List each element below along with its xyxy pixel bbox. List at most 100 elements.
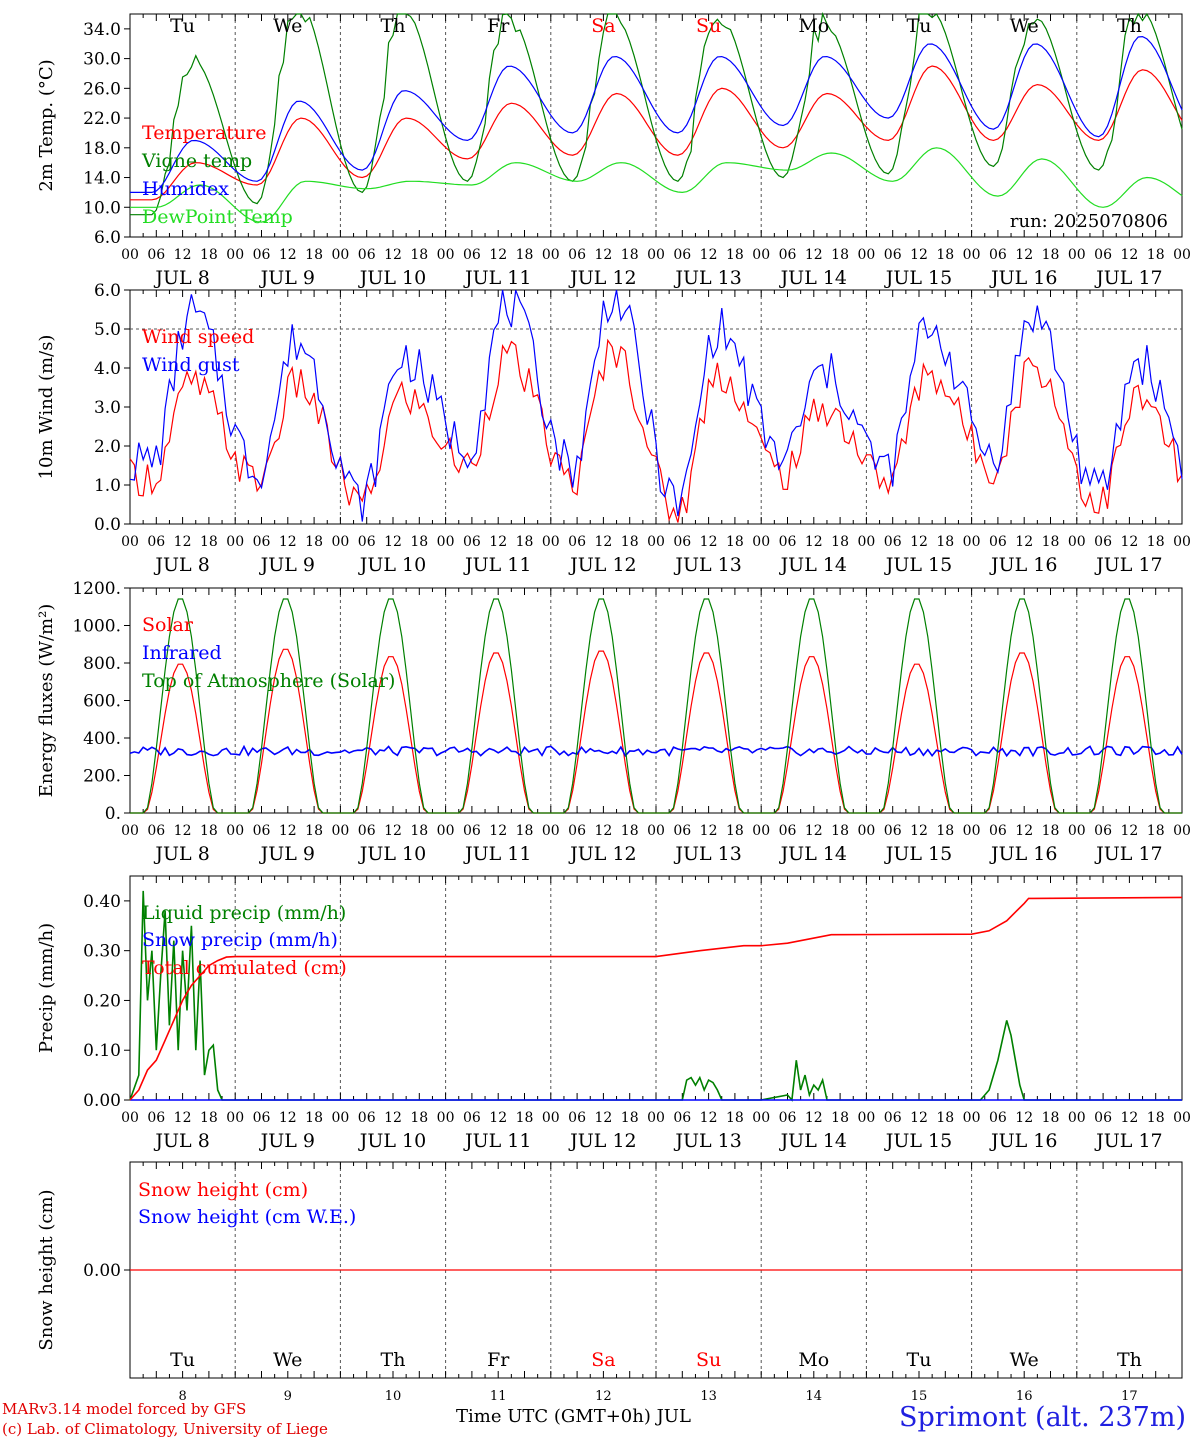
date-label: JUL 14 xyxy=(779,843,847,865)
hour-tick-label: 18 xyxy=(621,534,639,550)
panel-4: 0.00 0.10 0.20 0.30 0.40 Precip (mm/h) Liquid … xyxy=(36,875,1191,1152)
y-tick-label: 0.40 xyxy=(83,892,121,912)
y-tick-label: 6.0 xyxy=(94,228,121,248)
hour-tick-label: 00 xyxy=(1173,247,1191,263)
hour-tick-label: 12 xyxy=(1015,534,1033,550)
y-tick-label: 0. xyxy=(105,804,121,824)
legend-entry: Wind gust xyxy=(142,354,240,376)
hour-tick-label: 06 xyxy=(673,823,691,839)
hour-tick-label: 18 xyxy=(1147,247,1165,263)
date-label: JUL 17 xyxy=(1094,1130,1162,1152)
y-tick-label: 22.0 xyxy=(83,109,121,129)
hour-tick-label: 00 xyxy=(857,823,875,839)
day-number-label: 10 xyxy=(385,1389,402,1404)
hour-tick-label: 12 xyxy=(700,1110,718,1126)
hour-tick-label: 18 xyxy=(726,1110,744,1126)
hour-tick-label: 12 xyxy=(174,823,192,839)
weekday-label: Mo xyxy=(798,1349,829,1371)
day-number-label: 8 xyxy=(178,1389,186,1404)
weekday-label: Tu xyxy=(907,15,932,37)
hour-tick-label: 06 xyxy=(147,1110,165,1126)
date-label: JUL 15 xyxy=(884,554,952,576)
date-label: JUL 13 xyxy=(673,554,741,576)
hour-tick-label: 12 xyxy=(489,823,507,839)
day-number-label: 17 xyxy=(1121,1389,1138,1404)
hour-tick-label: 12 xyxy=(910,247,928,263)
date-label: JUL 17 xyxy=(1094,267,1162,289)
hour-tick-label: 18 xyxy=(516,1110,534,1126)
hour-tick-label: 18 xyxy=(305,534,323,550)
weekday-label: Tu xyxy=(907,1349,932,1371)
model-credit: MARv3.14 model forced by GFS xyxy=(2,1400,247,1418)
hour-tick-label: 12 xyxy=(700,534,718,550)
day-number-label: 13 xyxy=(700,1389,717,1404)
date-label: JUL 17 xyxy=(1094,554,1162,576)
date-label: JUL 12 xyxy=(568,267,636,289)
weekday-label: Th xyxy=(381,15,406,37)
weekday-label: Tu xyxy=(170,1349,195,1371)
date-label: JUL 8 xyxy=(153,267,209,289)
hour-tick-label: 12 xyxy=(1015,823,1033,839)
weekday-label: Su xyxy=(696,15,721,37)
hour-tick-label: 00 xyxy=(1068,823,1086,839)
hour-tick-label: 12 xyxy=(805,1110,823,1126)
hour-tick-label: 18 xyxy=(936,247,954,263)
hour-tick-label: 12 xyxy=(489,534,507,550)
hour-tick-label: 18 xyxy=(410,534,428,550)
hour-tick-label: 12 xyxy=(805,247,823,263)
weekday-label: We xyxy=(273,15,302,37)
y-tick-label: 30.0 xyxy=(83,50,121,70)
weekday-label: We xyxy=(273,1349,302,1371)
y-tick-label: 10.0 xyxy=(83,198,121,218)
hour-tick-label: 00 xyxy=(857,1110,875,1126)
hour-tick-label: 06 xyxy=(358,534,376,550)
legend-entry: DewPoint Temp xyxy=(142,206,293,228)
legend-entry: Liquid precip (mm/h) xyxy=(142,902,346,924)
hour-tick-label: 06 xyxy=(673,534,691,550)
legend-entry: Snow height (cm) xyxy=(138,1179,308,1201)
hour-tick-label: 06 xyxy=(1094,534,1112,550)
date-label: JUL 8 xyxy=(153,1130,209,1152)
hour-tick-label: 06 xyxy=(463,823,481,839)
hour-tick-label: 06 xyxy=(253,1110,271,1126)
series-line-top-of-atmosphere-solar xyxy=(130,598,1182,814)
y-tick-label: 26.0 xyxy=(83,79,121,99)
hour-tick-label: 00 xyxy=(437,1110,455,1126)
panel-3: 0. 200. 400. 600. 800. 1000. 1200. Energy fluxe… xyxy=(36,579,1191,865)
hour-tick-label: 06 xyxy=(463,534,481,550)
date-label: JUL 10 xyxy=(358,554,426,576)
hour-tick-label: 12 xyxy=(805,534,823,550)
y-tick-label: 0.10 xyxy=(83,1041,121,1061)
weekday-label: Th xyxy=(1117,15,1142,37)
hour-tick-label: 18 xyxy=(726,534,744,550)
hour-tick-label: 00 xyxy=(963,823,981,839)
hour-tick-label: 12 xyxy=(1120,534,1138,550)
hour-tick-label: 18 xyxy=(1042,823,1060,839)
hour-tick-label: 18 xyxy=(305,823,323,839)
legend-entry: Temperature xyxy=(142,122,266,144)
date-label: JUL 8 xyxy=(153,843,209,865)
y-tick-label: 0.30 xyxy=(83,942,121,962)
hour-tick-label: 18 xyxy=(726,823,744,839)
hour-tick-label: 06 xyxy=(673,1110,691,1126)
hour-tick-label: 12 xyxy=(1015,1110,1033,1126)
day-number-label: 14 xyxy=(806,1389,823,1404)
hour-tick-label: 12 xyxy=(279,534,297,550)
hour-tick-label: 12 xyxy=(594,823,612,839)
y-tick-label: 800. xyxy=(83,654,121,674)
hour-tick-label: 06 xyxy=(989,1110,1007,1126)
date-label: JUL 12 xyxy=(568,843,636,865)
hour-tick-label: 06 xyxy=(568,534,586,550)
series-line-vigne-temp xyxy=(130,11,1183,216)
date-label: JUL 11 xyxy=(463,843,531,865)
hour-tick-label: 06 xyxy=(673,247,691,263)
hour-tick-label: 12 xyxy=(594,1110,612,1126)
hour-tick-label: 00 xyxy=(857,247,875,263)
date-label: JUL 15 xyxy=(884,267,952,289)
date-label: JUL 10 xyxy=(358,1130,426,1152)
weekday-label: We xyxy=(1010,15,1039,37)
day-number-label: 12 xyxy=(595,1389,612,1404)
hour-tick-label: 18 xyxy=(831,1110,849,1126)
day-number-label: 9 xyxy=(284,1389,292,1404)
y-tick-label: 4.0 xyxy=(94,359,121,379)
